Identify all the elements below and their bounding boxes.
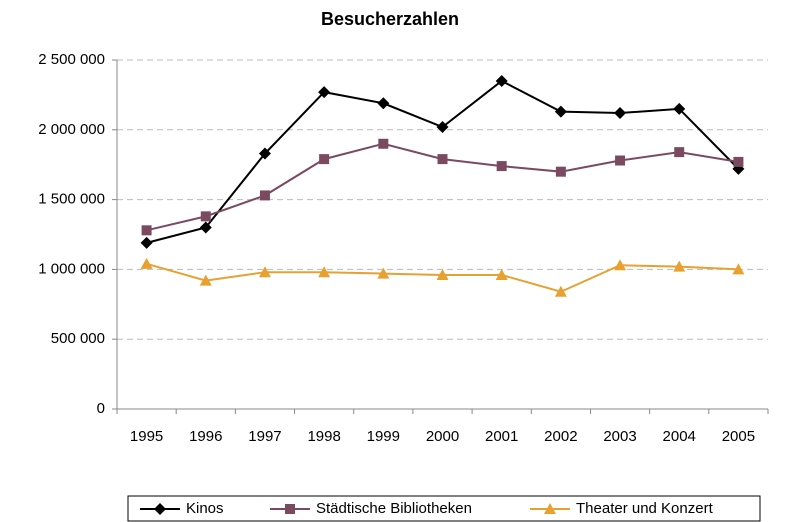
x-tick-label: 2002 xyxy=(544,428,577,445)
point xyxy=(141,225,152,236)
legend-label: Theater und Konzert xyxy=(576,500,714,517)
point xyxy=(614,107,627,120)
point xyxy=(674,147,685,158)
y-tick-label: 1 500 000 xyxy=(38,191,105,208)
point xyxy=(555,166,566,177)
point xyxy=(732,263,745,275)
point xyxy=(318,266,331,278)
point xyxy=(259,190,270,201)
point xyxy=(495,268,508,280)
point xyxy=(615,155,626,166)
x-tick-label: 1996 xyxy=(189,428,222,445)
point xyxy=(673,102,686,115)
chart-title: Besucherzahlen xyxy=(321,9,459,29)
legend-label: Städtische Bibliotheken xyxy=(316,500,472,517)
point xyxy=(496,161,507,172)
point xyxy=(140,236,153,249)
legend-label: Kinos xyxy=(186,500,224,517)
point xyxy=(554,285,567,297)
point xyxy=(437,154,448,165)
point xyxy=(436,268,449,280)
x-tick-label: 1999 xyxy=(367,428,400,445)
point xyxy=(199,274,212,286)
x-tick-label: 2003 xyxy=(603,428,636,445)
legend-marker xyxy=(544,503,556,514)
y-tick-label: 500 000 xyxy=(51,330,105,347)
point xyxy=(199,221,212,234)
point xyxy=(554,105,567,118)
point xyxy=(258,147,271,160)
point xyxy=(319,154,330,165)
point xyxy=(140,257,153,269)
point xyxy=(200,211,211,222)
y-tick-label: 2 500 000 xyxy=(38,51,105,68)
x-tick-label: 1998 xyxy=(307,428,340,445)
point xyxy=(318,86,331,99)
point xyxy=(377,97,390,110)
x-tick-label: 1997 xyxy=(248,428,281,445)
legend-marker xyxy=(154,503,166,515)
legend-marker xyxy=(285,504,295,514)
y-tick-label: 2 000 000 xyxy=(38,121,105,138)
y-tick-label: 1 000 000 xyxy=(38,260,105,277)
point xyxy=(436,121,449,134)
legend-box xyxy=(127,495,761,522)
point xyxy=(378,138,389,149)
x-tick-label: 2004 xyxy=(663,428,696,445)
x-tick-label: 1995 xyxy=(130,428,163,445)
point xyxy=(673,260,686,272)
point xyxy=(614,259,627,271)
point xyxy=(377,267,390,279)
y-tick-label: 0 xyxy=(97,400,105,417)
x-tick-label: 2005 xyxy=(722,428,755,445)
x-tick-label: 2000 xyxy=(426,428,459,445)
point xyxy=(258,266,271,278)
point xyxy=(495,74,508,87)
x-tick-label: 2001 xyxy=(485,428,518,445)
point xyxy=(733,156,744,167)
